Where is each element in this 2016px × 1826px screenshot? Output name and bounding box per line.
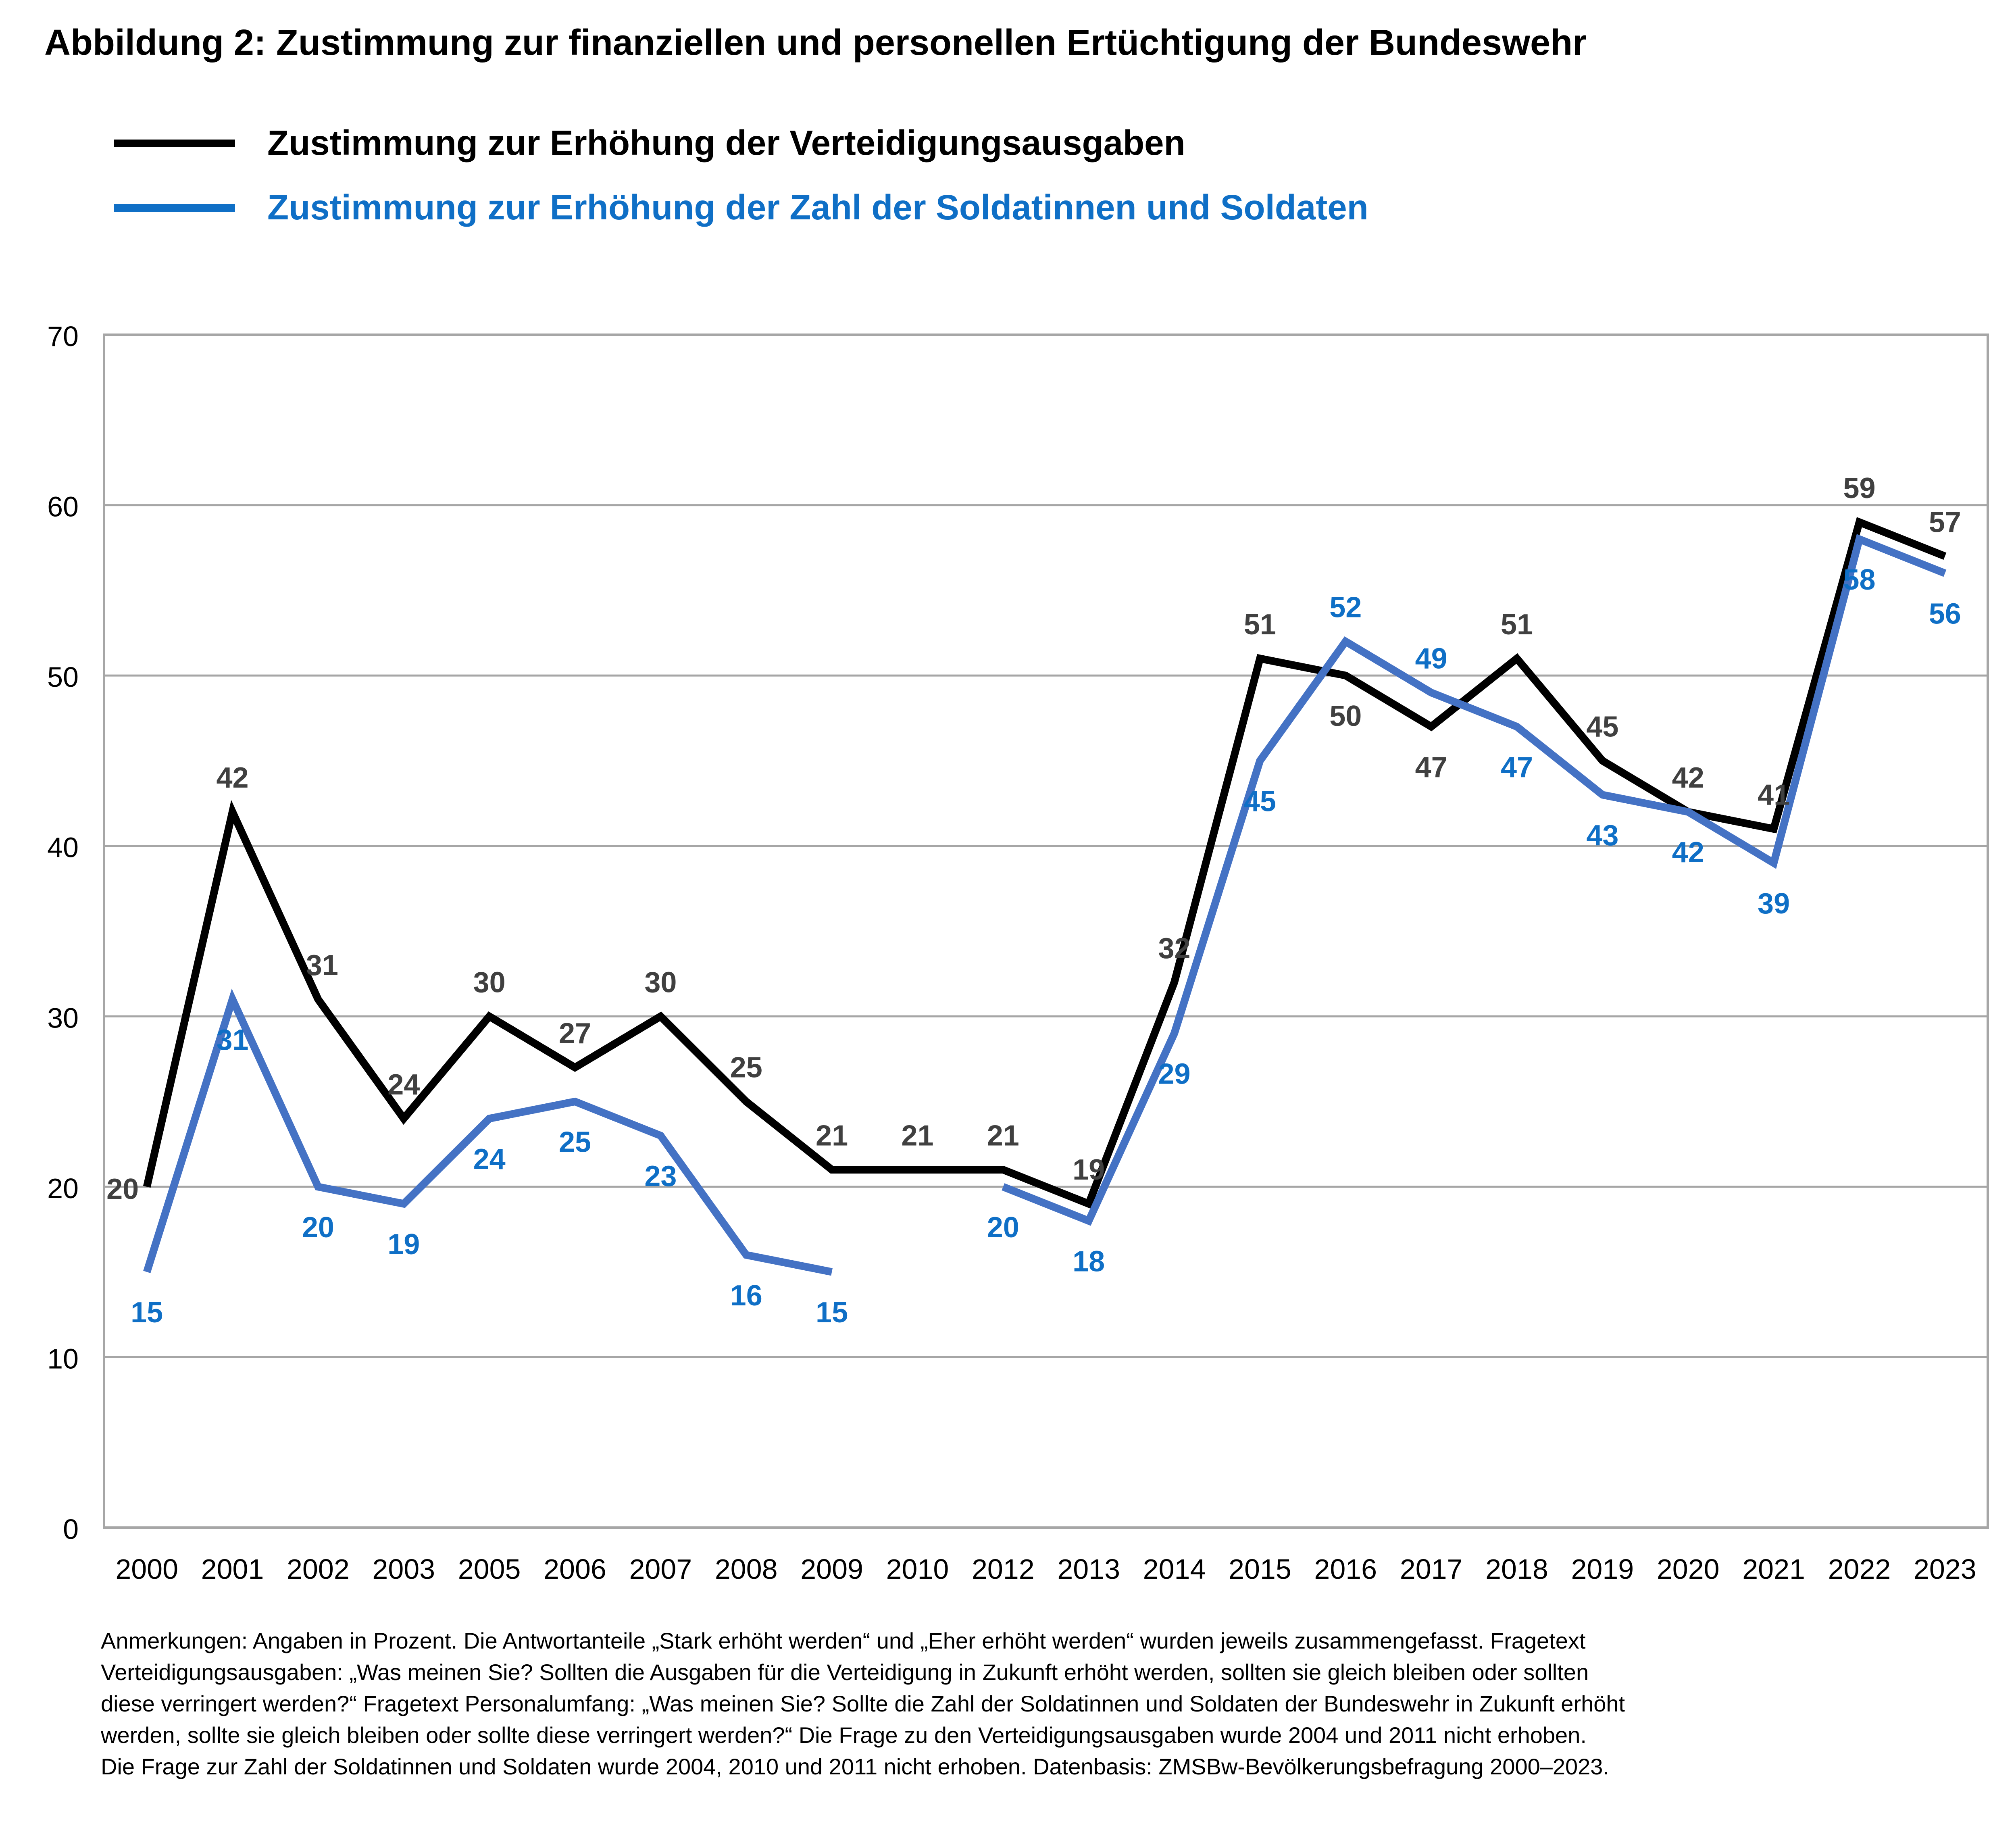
data-label: 21 — [987, 1120, 1019, 1152]
data-label: 15 — [131, 1297, 163, 1329]
x-tick-label: 2019 — [1571, 1553, 1634, 1585]
x-tick-label: 2005 — [458, 1553, 521, 1585]
x-tick-label: 2008 — [715, 1553, 778, 1585]
data-label: 32 — [1158, 932, 1190, 965]
x-tick-label: 2015 — [1229, 1553, 1291, 1585]
data-label: 24 — [387, 1069, 420, 1101]
data-label: 18 — [1073, 1245, 1105, 1278]
data-label: 39 — [1758, 888, 1790, 920]
data-label: 20 — [987, 1211, 1019, 1244]
data-label: 27 — [559, 1017, 591, 1050]
legend-item-soldaten: Zustimmung zur Erhöhung der Zahl der Sol… — [114, 186, 1368, 230]
data-label: 51 — [1244, 609, 1276, 641]
note-line: diese verringert werden?“ Fragetext Pers… — [101, 1691, 1625, 1716]
series-line-soldaten — [1002, 534, 1947, 1226]
x-tick-label: 2013 — [1057, 1553, 1120, 1585]
y-tick-label: 40 — [47, 832, 79, 863]
data-label: 30 — [644, 966, 677, 998]
data-label: 24 — [473, 1143, 506, 1176]
data-label: 56 — [1929, 598, 1961, 630]
data-label: 45 — [1244, 785, 1276, 817]
data-label: 25 — [730, 1052, 762, 1084]
legend-swatch-blue — [114, 204, 235, 212]
x-tick-label: 2018 — [1485, 1553, 1548, 1585]
chart-notes: Anmerkungen: Angaben in Prozent. Die Ant… — [101, 1625, 1996, 1782]
data-label: 25 — [559, 1126, 591, 1159]
data-label: 59 — [1843, 472, 1875, 504]
x-tick-label: 2023 — [1914, 1553, 1976, 1585]
data-label: 19 — [387, 1228, 420, 1261]
data-label: 52 — [1329, 592, 1362, 624]
y-tick-label: 50 — [47, 661, 79, 693]
data-label: 20 — [106, 1173, 139, 1205]
legend-swatch-black — [114, 139, 235, 147]
data-label: 42 — [1672, 762, 1704, 794]
series-line-soldaten — [143, 988, 833, 1276]
data-label: 45 — [1586, 711, 1618, 743]
data-label: 57 — [1929, 506, 1961, 538]
x-tick-label: 2007 — [629, 1553, 692, 1585]
x-tick-label: 2016 — [1314, 1553, 1377, 1585]
x-tick-label: 2020 — [1657, 1553, 1720, 1585]
data-label: 29 — [1158, 1058, 1190, 1090]
data-label: 47 — [1415, 751, 1447, 784]
y-tick-label: 30 — [47, 1002, 79, 1034]
data-label: 58 — [1843, 564, 1875, 596]
data-label: 20 — [302, 1211, 334, 1244]
plot-frame — [103, 334, 1989, 1529]
y-tick-label: 20 — [47, 1173, 79, 1204]
x-tick-label: 2017 — [1400, 1553, 1463, 1585]
x-tick-label: 2003 — [372, 1553, 435, 1585]
x-tick-label: 2021 — [1742, 1553, 1805, 1585]
data-label: 30 — [473, 966, 506, 998]
note-line: Die Frage zur Zahl der Soldatinnen und S… — [101, 1754, 1610, 1779]
data-label: 19 — [1073, 1154, 1105, 1186]
data-label: 23 — [644, 1160, 677, 1192]
x-tick-label: 2022 — [1828, 1553, 1891, 1585]
x-tick-label: 2010 — [886, 1553, 949, 1585]
data-label: 43 — [1586, 819, 1618, 852]
legend-item-verteidigungsausgaben: Zustimmung zur Erhöhung der Verteidigung… — [114, 121, 1185, 165]
data-label: 16 — [730, 1280, 762, 1312]
data-label: 50 — [1329, 700, 1362, 732]
chart-title: Abbildung 2: Zustimmung zur finanziellen… — [44, 23, 1587, 63]
note-line: Anmerkungen: Angaben in Prozent. Die Ant… — [101, 1628, 1586, 1653]
x-tick-label: 2009 — [800, 1553, 863, 1585]
y-tick-label: 60 — [47, 491, 79, 523]
data-label: 49 — [1415, 642, 1447, 675]
y-tick-label: 70 — [47, 321, 79, 352]
x-tick-label: 2002 — [287, 1553, 350, 1585]
note-line: werden, sollte sie gleich bleiben oder s… — [101, 1722, 1587, 1748]
legend-label: Zustimmung zur Erhöhung der Verteidigung… — [267, 123, 1185, 163]
x-tick-label: 2001 — [201, 1553, 264, 1585]
data-label: 21 — [901, 1120, 933, 1152]
legend-label: Zustimmung zur Erhöhung der Zahl der Sol… — [267, 188, 1368, 227]
x-tick-label: 2012 — [972, 1553, 1035, 1585]
data-label: 41 — [1758, 779, 1790, 811]
data-label: 31 — [306, 949, 338, 982]
series-line-verteidigungsausgaben — [143, 517, 1947, 1209]
note-line: Verteidigungsausgaben: „Was meinen Sie? … — [101, 1659, 1589, 1685]
y-tick-label: 10 — [47, 1343, 79, 1374]
data-label: 51 — [1501, 609, 1533, 641]
x-tick-label: 2000 — [115, 1553, 178, 1585]
data-label: 42 — [1672, 836, 1704, 869]
data-label: 15 — [816, 1297, 848, 1329]
data-label: 21 — [816, 1120, 848, 1152]
data-label: 47 — [1501, 751, 1533, 784]
data-label: 42 — [216, 762, 248, 794]
x-tick-label: 2006 — [544, 1553, 606, 1585]
data-label: 31 — [216, 1024, 248, 1056]
y-tick-label: 0 — [63, 1513, 79, 1545]
x-tick-label: 2014 — [1143, 1553, 1206, 1585]
